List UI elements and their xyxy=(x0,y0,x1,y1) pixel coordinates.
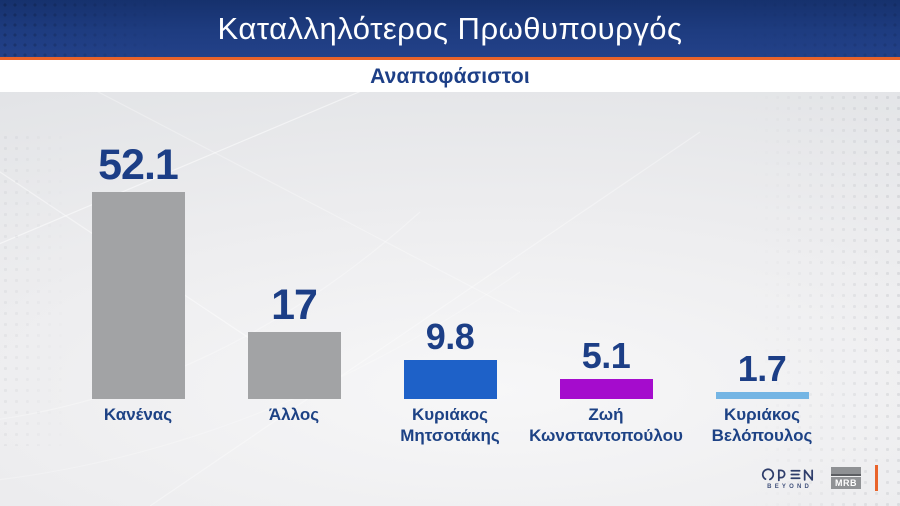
bar xyxy=(403,360,497,399)
bar xyxy=(247,332,341,399)
bars-row: 52.1 Κανένας 17 Άλλος 9.8 Κυριάκος Μητσοτάκης… xyxy=(60,92,840,446)
bar-value: 9.8 xyxy=(425,316,475,357)
bar-group: 5.1 Ζωή Κωνσταντοπούλου xyxy=(528,92,684,446)
open-logo: BEYOND xyxy=(759,467,817,490)
bar-value: 1.7 xyxy=(737,348,787,389)
bar-group: 1.7 Κυριάκος Βελόπουλος xyxy=(684,92,840,446)
bar-label: Ζωή Κωνσταντοπούλου xyxy=(529,405,683,446)
header-dot-pattern-right xyxy=(730,0,900,57)
bar-label: Κυριάκος Βελόπουλος xyxy=(711,405,813,446)
bar xyxy=(559,379,653,399)
bar-chart: 52.1 Κανένας 17 Άλλος 9.8 Κυριάκος Μητσοτάκης… xyxy=(0,92,900,506)
bar-group: 9.8 Κυριάκος Μητσοτάκης xyxy=(372,92,528,446)
bar-label: Κανένας xyxy=(103,405,173,424)
header-dot-pattern-left xyxy=(0,0,170,57)
subheader: Αναποφάσιστοι xyxy=(0,60,900,92)
bar-label: Άλλος xyxy=(268,405,320,424)
mrb-logo-label: MRB xyxy=(831,477,861,489)
bar xyxy=(715,392,809,399)
mrb-logo-bar xyxy=(831,467,861,476)
footer-logos: BEYOND MRB xyxy=(759,465,878,491)
bar-value: 52.1 xyxy=(98,141,179,189)
bar-label: Κυριάκος Μητσοτάκης xyxy=(400,405,500,446)
orange-accent-line xyxy=(875,465,878,491)
bar xyxy=(91,192,185,399)
header: Καταλληλότερος Πρωθυπουργός xyxy=(0,0,900,57)
bar-value: 5.1 xyxy=(581,335,631,376)
bar-value: 17 xyxy=(271,281,318,329)
bar-group: 17 Άλλος xyxy=(216,92,372,424)
orange-divider xyxy=(0,57,900,60)
page-title: Καταλληλότερος Πρωθυπουργός xyxy=(217,11,683,46)
open-logo-icon xyxy=(761,467,814,481)
bar-group: 52.1 Κανένας xyxy=(60,92,216,424)
mrb-logo: MRB xyxy=(831,467,861,489)
open-tagline: BEYOND xyxy=(767,483,813,490)
chart-subtitle: Αναποφάσιστοι xyxy=(370,64,530,88)
